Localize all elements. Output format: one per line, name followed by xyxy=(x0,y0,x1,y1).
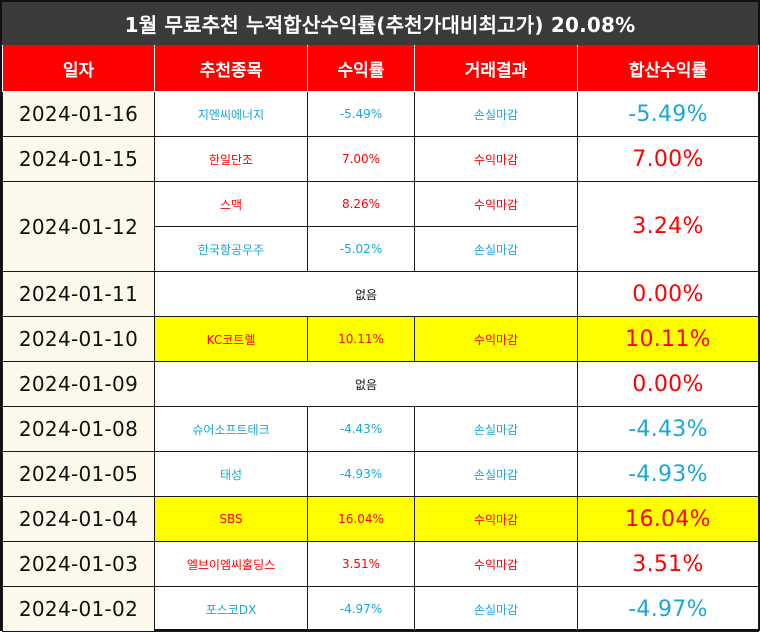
table-row: 2024-01-12 스맥 8.26% 수익마감 3.24% xyxy=(2,181,759,272)
result-cell: 수익마감 xyxy=(414,181,578,227)
result-cell: 손실마감 xyxy=(414,406,578,452)
table-row: 2024-01-09 없음 0.00% xyxy=(2,361,759,407)
result-cell: 손실마감 xyxy=(414,451,578,497)
table-row: 2024-01-16 지엔씨에너지 -5.49% 손실마감 -5.49% xyxy=(2,91,759,137)
total-cell: 10.11% xyxy=(577,316,759,362)
header-date: 일자 xyxy=(2,45,155,92)
stock-cell: 엘브이엠씨홀딩스 xyxy=(154,541,308,587)
return-cell: 3.51% xyxy=(307,541,415,587)
total-cell: 7.00% xyxy=(577,136,759,182)
total-cell: 0.00% xyxy=(577,271,759,317)
date-cell: 2024-01-04 xyxy=(2,496,155,542)
date-cell: 2024-01-03 xyxy=(2,541,155,587)
result-cell: 수익마감 xyxy=(414,496,578,542)
return-cell: -5.02% xyxy=(307,226,415,272)
stock-cell: 지엔씨에너지 xyxy=(154,91,308,137)
stock-cell: 한일단조 xyxy=(154,136,308,182)
result-cell: 손실마감 xyxy=(414,586,578,632)
table-row: 2024-01-04 SBS 16.04% 수익마감 16.04% xyxy=(2,496,759,542)
stock-cell: KC코트렐 xyxy=(154,316,308,362)
return-cell: -4.43% xyxy=(307,406,415,452)
header-result: 거래결과 xyxy=(414,45,578,92)
date-cell: 2024-01-09 xyxy=(2,361,155,407)
date-cell: 2024-01-08 xyxy=(2,406,155,452)
total-cell: -4.97% xyxy=(577,586,759,632)
stock-cell: 스맥 xyxy=(154,181,308,227)
date-cell: 2024-01-05 xyxy=(2,451,155,497)
date-cell: 2024-01-16 xyxy=(2,91,155,137)
page-title: 1월 무료추천 누적합산수익률(추천가대비최고가) 20.08% xyxy=(2,2,758,45)
table-row: 2024-01-03 엘브이엠씨홀딩스 3.51% 수익마감 3.51% xyxy=(2,541,759,587)
result-cell: 손실마감 xyxy=(414,91,578,137)
result-cell: 수익마감 xyxy=(414,541,578,587)
return-cell: 10.11% xyxy=(307,316,415,362)
result-cell: 손실마감 xyxy=(414,226,578,272)
total-cell: 0.00% xyxy=(577,361,759,407)
return-cell: -5.49% xyxy=(307,91,415,137)
date-cell: 2024-01-15 xyxy=(2,136,155,182)
date-cell: 2024-01-11 xyxy=(2,271,155,317)
return-cell: 8.26% xyxy=(307,181,415,227)
recommendation-table: 일자 추천종목 수익률 거래결과 합산수익률 2024-01-16 지엔씨에너지… xyxy=(2,45,759,632)
stock-cell: 포스코DX xyxy=(154,586,308,632)
return-cell: -4.97% xyxy=(307,586,415,632)
table-row: 한국항공우주 -5.02% 손실마감 xyxy=(3,226,759,272)
stock-cell: 태성 xyxy=(154,451,308,497)
return-cell: 7.00% xyxy=(307,136,415,182)
date-cell: 2024-01-10 xyxy=(2,316,155,362)
table-header-row: 일자 추천종목 수익률 거래결과 합산수익률 xyxy=(2,45,759,92)
no-recommendation-cell: 없음 xyxy=(154,361,578,407)
no-recommendation-cell: 없음 xyxy=(154,271,578,317)
return-cell: -4.93% xyxy=(307,451,415,497)
total-cell: -5.49% xyxy=(577,91,759,137)
table-row: 2024-01-08 슈어소프트테크 -4.43% 손실마감 -4.43% xyxy=(2,406,759,452)
header-stock: 추천종목 xyxy=(154,45,308,92)
total-cell: -4.43% xyxy=(577,406,759,452)
header-total: 합산수익률 xyxy=(577,45,759,92)
date-cell: 2024-01-02 xyxy=(2,586,155,632)
header-return: 수익률 xyxy=(307,45,415,92)
table-row: 2024-01-05 태성 -4.93% 손실마감 -4.93% xyxy=(2,451,759,497)
stock-cell: 슈어소프트테크 xyxy=(154,406,308,452)
table-row: 2024-01-11 없음 0.00% xyxy=(2,271,759,317)
total-cell: -4.93% xyxy=(577,451,759,497)
result-cell: 수익마감 xyxy=(414,136,578,182)
result-cell: 수익마감 xyxy=(414,316,578,362)
table-row: 2024-01-02 포스코DX -4.97% 손실마감 -4.97% xyxy=(2,586,759,632)
stock-cell: SBS xyxy=(154,496,308,542)
return-cell: 16.04% xyxy=(307,496,415,542)
date-cell: 2024-01-12 xyxy=(2,181,155,272)
table-row: 2024-01-15 한일단조 7.00% 수익마감 7.00% xyxy=(2,136,759,182)
total-cell: 16.04% xyxy=(577,496,759,542)
stock-cell: 한국항공우주 xyxy=(154,226,308,272)
table-row: 2024-01-10 KC코트렐 10.11% 수익마감 10.11% xyxy=(2,316,759,362)
total-cell: 3.24% xyxy=(577,181,759,272)
total-cell: 3.51% xyxy=(577,541,759,587)
